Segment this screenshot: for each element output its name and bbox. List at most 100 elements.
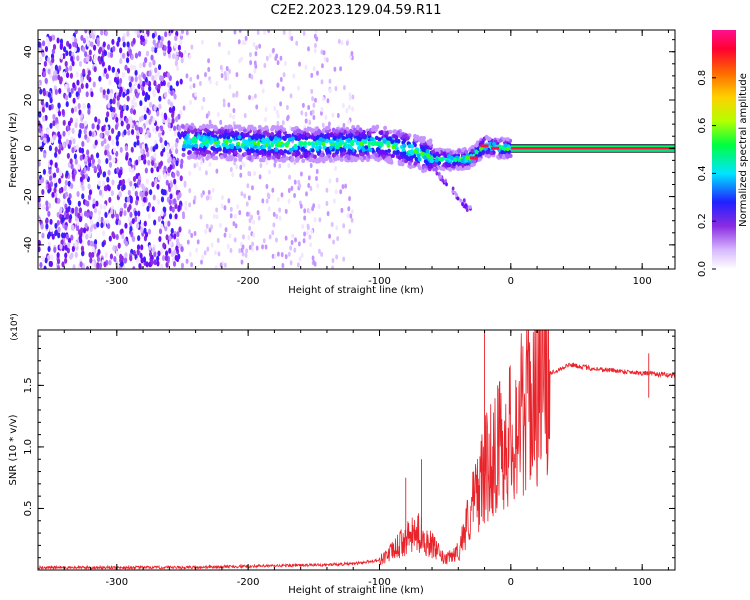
signal-cell bbox=[253, 144, 258, 149]
noise-cell bbox=[124, 257, 128, 264]
noise-cell bbox=[192, 83, 196, 89]
noise-cell bbox=[58, 65, 62, 72]
noise-cell bbox=[166, 81, 171, 88]
noise-cell bbox=[143, 158, 147, 165]
noise-cell bbox=[200, 159, 203, 165]
noise-cell bbox=[151, 160, 155, 167]
noise-cell bbox=[142, 185, 146, 192]
noise-cell bbox=[164, 255, 169, 262]
noise-cell bbox=[130, 54, 134, 61]
noise-cell bbox=[203, 250, 207, 256]
noise-cell bbox=[160, 247, 164, 254]
signal-cell bbox=[180, 124, 185, 129]
y-tick-label: 1.0 bbox=[23, 439, 34, 455]
noise-cell bbox=[146, 205, 150, 212]
x-tick-label: -100 bbox=[368, 276, 391, 287]
noise-cell bbox=[113, 147, 117, 154]
signal-cell bbox=[250, 135, 255, 140]
noise-cell bbox=[179, 39, 183, 46]
noise-cell bbox=[212, 213, 216, 219]
noise-cell bbox=[102, 171, 106, 178]
signal-cell bbox=[417, 157, 422, 162]
noise-cell bbox=[88, 251, 92, 258]
signal-cell bbox=[230, 130, 235, 135]
signal-cell bbox=[410, 144, 415, 149]
signal-cell bbox=[263, 130, 268, 136]
noise-cell bbox=[303, 208, 307, 214]
noise-cell bbox=[168, 213, 173, 220]
noise-cell bbox=[40, 223, 44, 230]
noise-cell bbox=[154, 178, 158, 185]
noise-cell bbox=[130, 64, 134, 71]
noise-cell bbox=[92, 44, 97, 51]
noise-cell bbox=[82, 68, 86, 75]
noise-cell bbox=[138, 74, 142, 81]
signal-cell bbox=[205, 149, 210, 154]
signal-cell bbox=[505, 146, 510, 152]
noise-cell bbox=[127, 159, 131, 166]
noise-cell bbox=[174, 142, 178, 149]
noise-cell bbox=[342, 256, 346, 262]
noise-cell bbox=[214, 265, 218, 269]
noise-cell bbox=[64, 60, 68, 67]
signal-cell bbox=[423, 155, 428, 160]
noise-cell bbox=[72, 138, 76, 145]
noise-cell bbox=[294, 237, 297, 243]
noise-cell bbox=[83, 210, 88, 217]
noise-cell bbox=[76, 55, 80, 62]
signal-cell bbox=[291, 151, 296, 157]
signal-cell bbox=[233, 132, 238, 138]
noise-cell bbox=[136, 139, 140, 146]
noise-cell bbox=[54, 146, 58, 153]
noise-cell bbox=[324, 115, 328, 121]
tail-cell bbox=[451, 186, 455, 191]
noise-cell bbox=[168, 235, 172, 242]
noise-cell bbox=[48, 35, 53, 42]
noise-cell bbox=[160, 125, 164, 132]
noise-cell bbox=[47, 68, 51, 75]
noise-cell bbox=[232, 108, 236, 114]
noise-cell bbox=[105, 125, 109, 132]
signal-cell bbox=[229, 144, 234, 150]
tail-cell bbox=[434, 167, 438, 172]
noise-cell bbox=[41, 255, 46, 262]
noise-cell bbox=[326, 211, 330, 217]
signal-cell bbox=[391, 145, 396, 150]
noise-cell bbox=[171, 117, 175, 124]
noise-cell bbox=[320, 49, 324, 55]
noise-cell bbox=[128, 48, 132, 55]
noise-cell bbox=[349, 213, 353, 219]
noise-cell bbox=[160, 143, 165, 150]
noise-cell bbox=[200, 105, 204, 111]
signal-cell bbox=[270, 142, 275, 148]
noise-cell bbox=[279, 55, 283, 61]
spectrogram-x-ticks: -300 -200 -100 0 100 bbox=[37, 30, 669, 287]
signal-cell bbox=[288, 148, 293, 153]
signal-cell bbox=[359, 141, 364, 146]
signal-cell bbox=[470, 162, 475, 168]
noise-cell bbox=[315, 36, 319, 42]
noise-cell bbox=[300, 171, 303, 177]
noise-cell bbox=[42, 71, 47, 78]
noise-cell bbox=[87, 239, 91, 246]
noise-cell bbox=[258, 174, 262, 180]
tail-cell bbox=[459, 198, 463, 203]
noise-cell bbox=[317, 203, 321, 209]
noise-cell bbox=[74, 251, 78, 258]
signal-cell bbox=[184, 136, 189, 141]
x-tick-label: 100 bbox=[633, 276, 652, 287]
signal-cell bbox=[423, 168, 428, 173]
noise-cell bbox=[337, 38, 341, 44]
noise-cell bbox=[139, 127, 143, 134]
noise-cell bbox=[117, 130, 121, 137]
noise-cell bbox=[88, 130, 92, 137]
noise-cell bbox=[134, 190, 138, 197]
signal-cell bbox=[308, 157, 313, 163]
noise-cell bbox=[123, 202, 127, 209]
noise-cell bbox=[142, 80, 146, 87]
noise-cell bbox=[175, 148, 179, 155]
noise-cell bbox=[228, 84, 232, 90]
noise-cell bbox=[42, 115, 46, 122]
signal-cell bbox=[397, 155, 402, 160]
noise-cell bbox=[255, 245, 259, 251]
